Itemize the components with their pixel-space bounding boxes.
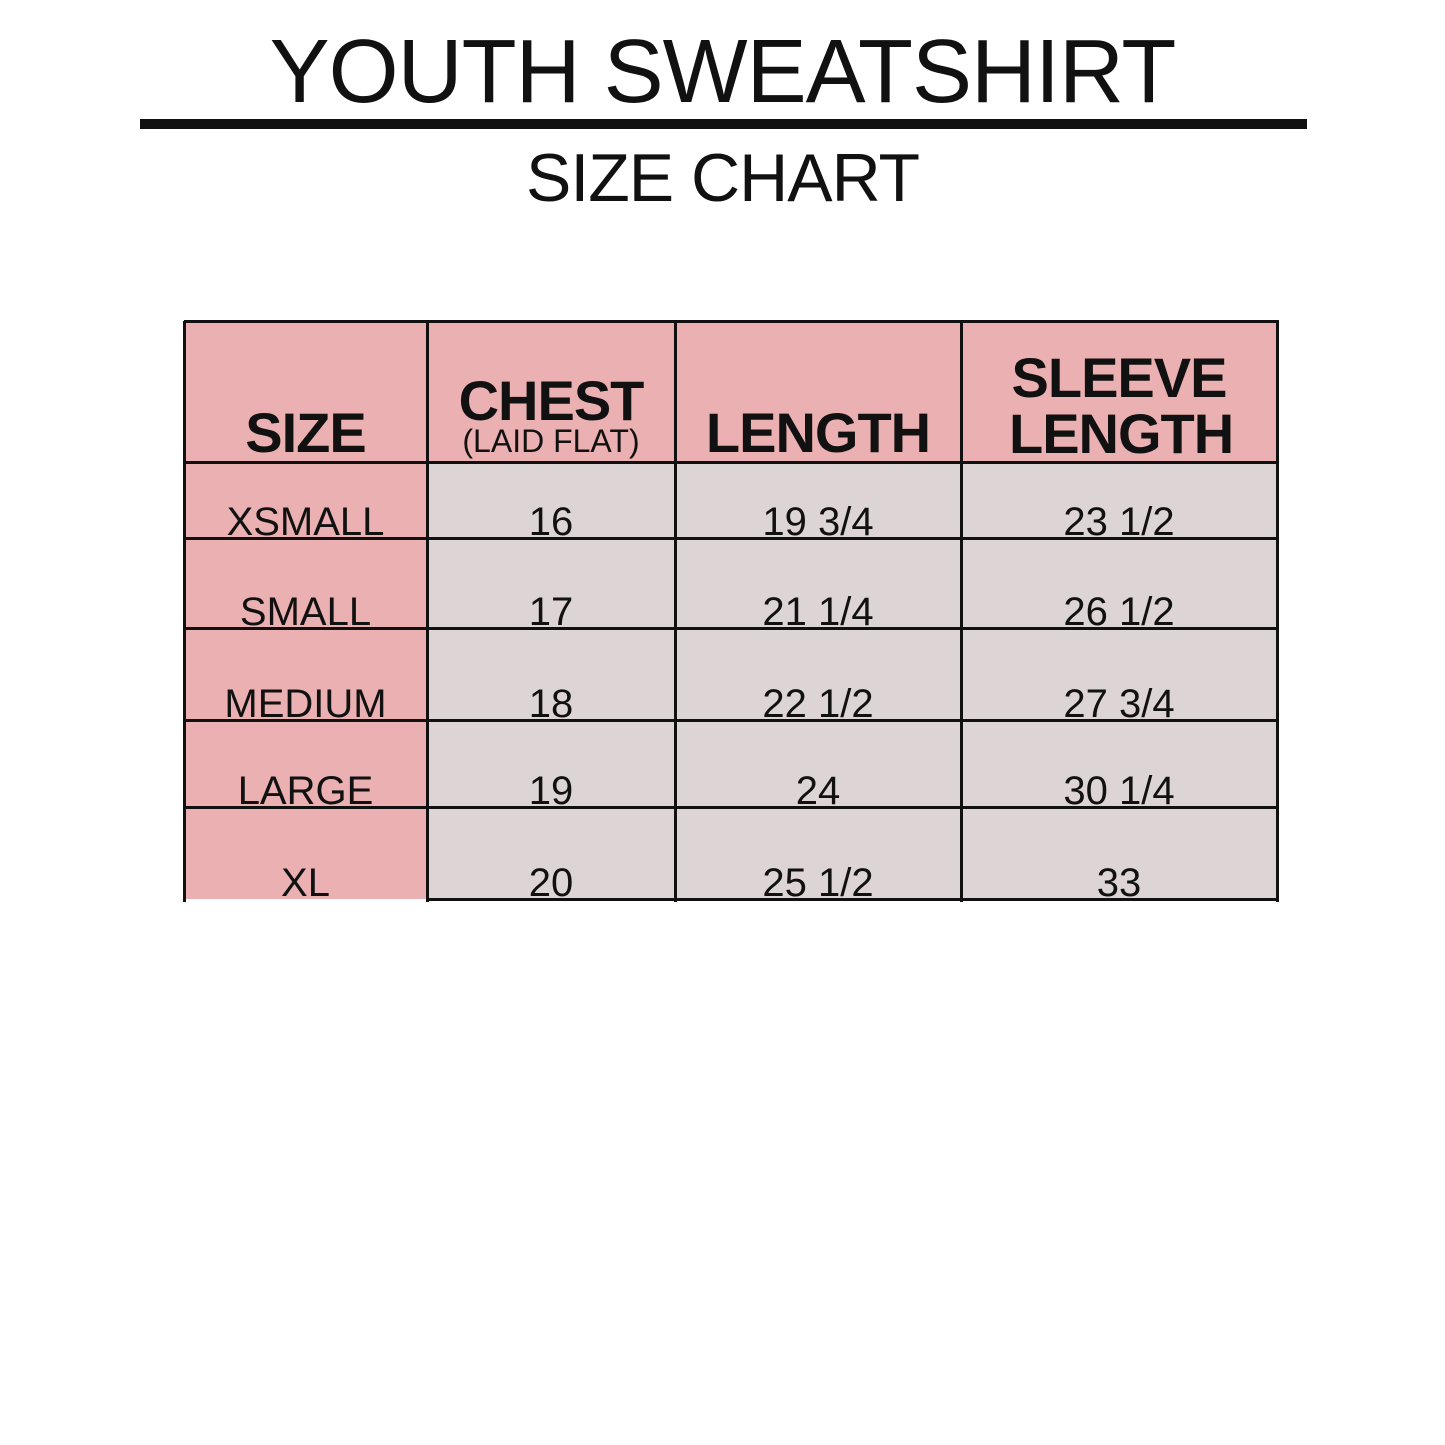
measurement-value: 18 [528, 682, 574, 726]
value-cell: 23 1/2 [961, 462, 1277, 542]
page-title: YOUTH SWEATSHIRT [269, 22, 1177, 122]
table-row-border [184, 719, 1279, 722]
page-subtitle: SIZE CHART [525, 140, 920, 216]
table-row-border [184, 461, 1279, 464]
measurement-value: 33 [1096, 861, 1142, 905]
value-cell: 17 [427, 538, 675, 632]
size-label-cell: XSMALL [184, 462, 427, 542]
value-cell: 30 1/4 [961, 720, 1277, 811]
header-sublabel: (LAID FLAT) [462, 423, 640, 459]
value-cell: 19 [427, 720, 675, 811]
measurement-value: 17 [528, 590, 574, 634]
measurement-value: 26 1/2 [1063, 590, 1175, 634]
table-column-border [960, 321, 963, 902]
value-cell: 22 1/2 [675, 628, 961, 724]
table-column-border [674, 321, 677, 902]
header-label: CHEST [458, 369, 645, 432]
size-label-cell: SMALL [184, 538, 427, 632]
measurement-value: 25 1/2 [762, 861, 874, 905]
size-label-cell: XL [184, 807, 427, 903]
title-divider [140, 119, 1307, 129]
measurement-value: 16 [528, 500, 574, 544]
value-cell: 18 [427, 628, 675, 724]
table-row-border [427, 898, 1279, 901]
size-label-cell: MEDIUM [184, 628, 427, 724]
size-label: XL [281, 861, 330, 905]
measurement-value: 22 1/2 [762, 682, 874, 726]
value-cell: 25 1/2 [675, 807, 961, 903]
size-label-cell: LARGE [184, 720, 427, 811]
header-label: SIZE [245, 401, 366, 464]
header-label: SLEEVE LENGTH [1009, 346, 1234, 465]
value-cell: 24 [675, 720, 961, 811]
table-row-border [184, 537, 1279, 540]
value-cell: 21 1/4 [675, 538, 961, 632]
table-row-border [184, 627, 1279, 630]
measurement-value: 20 [528, 861, 574, 905]
table-column-border [183, 321, 186, 902]
header-cell: LENGTH [675, 321, 961, 462]
measurement-value: 30 1/4 [1063, 769, 1175, 813]
size-label: SMALL [239, 590, 372, 634]
value-cell: 19 3/4 [675, 462, 961, 542]
measurement-value: 23 1/2 [1063, 500, 1175, 544]
size-label: XSMALL [226, 500, 385, 544]
value-cell: 33 [961, 807, 1277, 903]
value-cell: 16 [427, 462, 675, 542]
value-cell: 26 1/2 [961, 538, 1277, 632]
header-cell: CHEST (LAID FLAT) [427, 321, 675, 462]
table-column-border [426, 321, 429, 902]
measurement-value: 21 1/4 [762, 590, 874, 634]
table-row-border [184, 806, 1279, 809]
measurement-value: 27 3/4 [1063, 682, 1175, 726]
measurement-value: 19 [528, 769, 574, 813]
value-cell: 20 [427, 807, 675, 903]
table-column-border [1276, 321, 1279, 902]
value-cell: 27 3/4 [961, 628, 1277, 724]
table-row-border [184, 320, 1279, 323]
size-label: LARGE [237, 769, 374, 813]
measurement-value: 19 3/4 [762, 500, 874, 544]
measurement-value: 24 [795, 769, 841, 813]
header-cell: SLEEVE LENGTH [961, 321, 1277, 462]
header-label: LENGTH [705, 401, 931, 464]
size-label: MEDIUM [224, 682, 387, 726]
header-cell: SIZE [184, 321, 427, 462]
